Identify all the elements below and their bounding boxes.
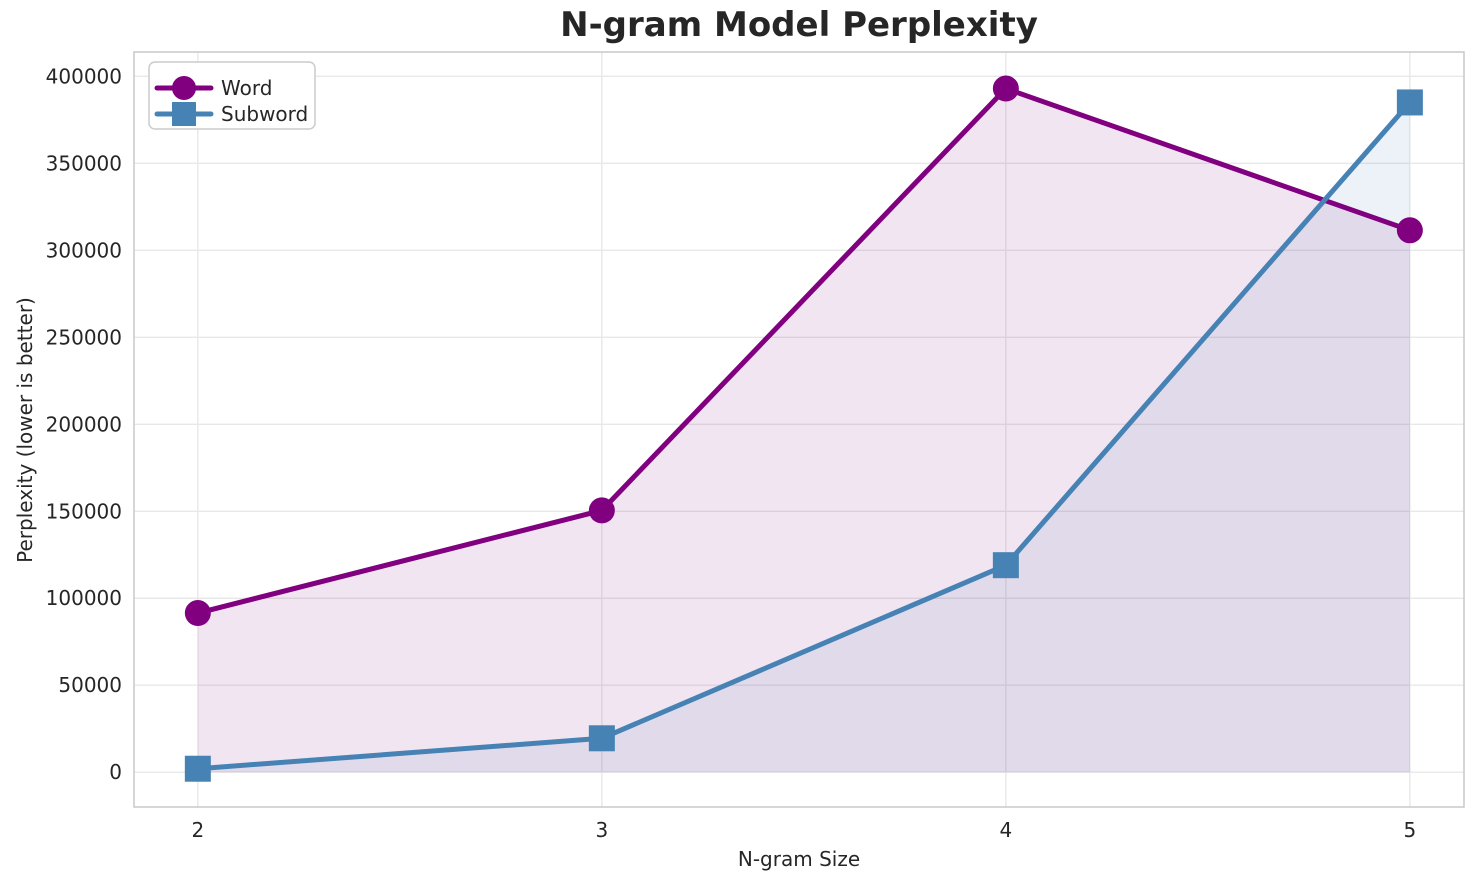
y-tick-label: 400000 — [46, 64, 122, 88]
y-axis-label: Perplexity (lower is better) — [13, 297, 37, 563]
legend-circle-marker-icon — [172, 76, 196, 100]
x-tick-label: 5 — [1403, 818, 1416, 842]
series-fill-word — [197, 88, 1410, 773]
x-tick-label: 3 — [595, 818, 608, 842]
y-tick-label: 50000 — [58, 673, 122, 697]
plot-area — [134, 52, 1464, 807]
legend-square-marker-icon — [172, 102, 196, 126]
y-tick-label: 350000 — [46, 151, 122, 175]
data-point-subword — [588, 725, 615, 752]
y-tick-label: 300000 — [46, 238, 122, 262]
x-tick-label: 4 — [999, 818, 1012, 842]
series-line-subword — [195, 99, 1413, 772]
y-tick-label: 200000 — [46, 412, 122, 436]
data-point-word — [992, 75, 1019, 102]
series-line-word — [195, 86, 1413, 616]
data-point-subword — [992, 552, 1019, 579]
data-point-subword — [1396, 89, 1423, 116]
data-point-subword — [184, 755, 211, 782]
x-axis-label: N-gram Size — [737, 847, 861, 871]
x-tick-label: 2 — [191, 818, 204, 842]
chart-title: N-gram Model Perplexity — [560, 5, 1038, 45]
data-point-word — [184, 600, 211, 627]
data-point-word — [588, 497, 615, 524]
series-fill-subword — [197, 102, 1410, 773]
y-tick-label: 100000 — [46, 586, 122, 610]
data-point-word — [1396, 217, 1423, 244]
y-tick-label: 0 — [109, 760, 122, 784]
axes-spines — [133, 51, 1465, 808]
legend-label: Word — [221, 76, 272, 100]
y-tick-label: 250000 — [46, 325, 122, 349]
y-tick-label: 150000 — [46, 499, 122, 523]
legend-label: Subword — [221, 102, 308, 126]
